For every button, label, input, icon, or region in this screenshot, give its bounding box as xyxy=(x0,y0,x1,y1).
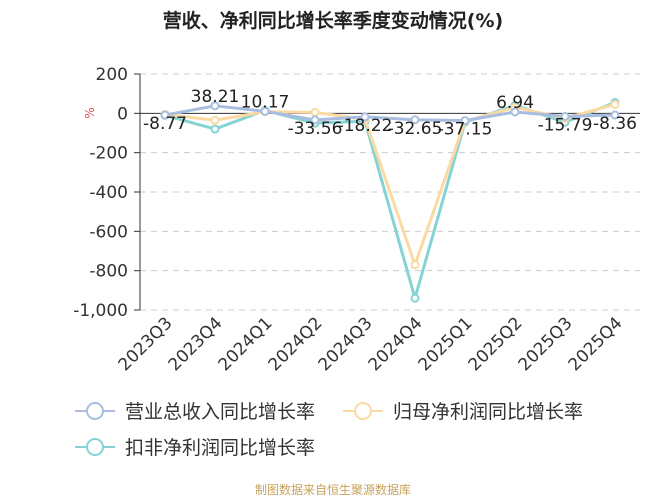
y-tick-label: 0 xyxy=(117,104,128,124)
legend-label: 扣非净利润同比增长率 xyxy=(125,437,315,459)
data-point[interactable] xyxy=(610,99,620,109)
data-point[interactable] xyxy=(460,116,470,126)
data-point[interactable] xyxy=(360,112,370,122)
y-tick-label: 200 xyxy=(96,65,128,85)
data-point[interactable] xyxy=(210,124,220,134)
series-line xyxy=(164,104,616,123)
data-point[interactable] xyxy=(260,106,270,116)
data-point[interactable] xyxy=(310,115,320,125)
y-tick-label: -600 xyxy=(89,222,128,242)
legend-marker-icon xyxy=(86,402,104,420)
y-tick-label: -800 xyxy=(89,262,128,282)
y-axis-unit: % xyxy=(83,107,97,118)
data-label: 38.21 xyxy=(191,87,240,107)
data-label: 6.94 xyxy=(496,93,534,113)
x-tick-label: 2024Q1 xyxy=(215,313,277,375)
data-point[interactable] xyxy=(560,111,570,121)
legend-item-1[interactable]: 营业总收入同比增长率 xyxy=(75,401,315,423)
data-point[interactable] xyxy=(410,115,420,125)
chart-title: 营收、净利同比增长率季度变动情况(%) xyxy=(163,9,503,32)
data-point[interactable] xyxy=(510,107,520,117)
data-label: 10.17 xyxy=(241,92,290,112)
data-point[interactable] xyxy=(410,260,420,270)
x-tick-label: 2024Q3 xyxy=(315,313,377,375)
x-tick-label: 2023Q4 xyxy=(165,313,227,375)
data-label: -18.22 xyxy=(338,116,393,136)
x-tick-label: 2025Q1 xyxy=(415,313,477,375)
y-tick-label: -200 xyxy=(89,144,128,164)
series-layer xyxy=(160,98,620,303)
data-point[interactable] xyxy=(210,101,220,111)
data-label: -8.77 xyxy=(143,114,187,134)
x-tick-label: 2025Q4 xyxy=(565,313,627,375)
x-tick-label: 2024Q2 xyxy=(265,313,327,375)
data-point[interactable] xyxy=(210,115,220,125)
legend-item-3[interactable]: 扣非净利润同比增长率 xyxy=(75,437,315,459)
data-label: -15.79 xyxy=(538,115,593,135)
data-label: -33.56 xyxy=(288,119,343,139)
legend-label: 营业总收入同比增长率 xyxy=(125,401,315,423)
data-label: -32.65 xyxy=(388,119,443,139)
x-tick-label: 2025Q3 xyxy=(515,313,577,375)
y-tick-label: -400 xyxy=(89,183,128,203)
x-tick-label: 2023Q3 xyxy=(115,313,177,375)
legend-item-2[interactable]: 归母净利润同比增长率 xyxy=(343,401,583,423)
x-tick-label: 2024Q4 xyxy=(365,313,427,375)
data-point[interactable] xyxy=(410,293,420,303)
data-label: -37.15 xyxy=(438,120,493,140)
legend-label: 归母净利润同比增长率 xyxy=(393,401,583,423)
source-note: 制图数据来自恒生聚源数据库 xyxy=(255,482,411,497)
data-label: -8.36 xyxy=(593,114,637,134)
series-1 xyxy=(160,101,620,126)
y-tick-label: -1,000 xyxy=(73,301,128,321)
legend-marker-icon xyxy=(354,402,372,420)
legend-marker-icon xyxy=(86,438,104,456)
data-point[interactable] xyxy=(610,110,620,120)
x-tick-label: 2025Q2 xyxy=(465,313,527,375)
axes: 2000-200-400-600-800-1,0002023Q32023Q420… xyxy=(73,65,640,375)
data-point[interactable] xyxy=(160,110,170,120)
data-point[interactable] xyxy=(310,107,320,117)
